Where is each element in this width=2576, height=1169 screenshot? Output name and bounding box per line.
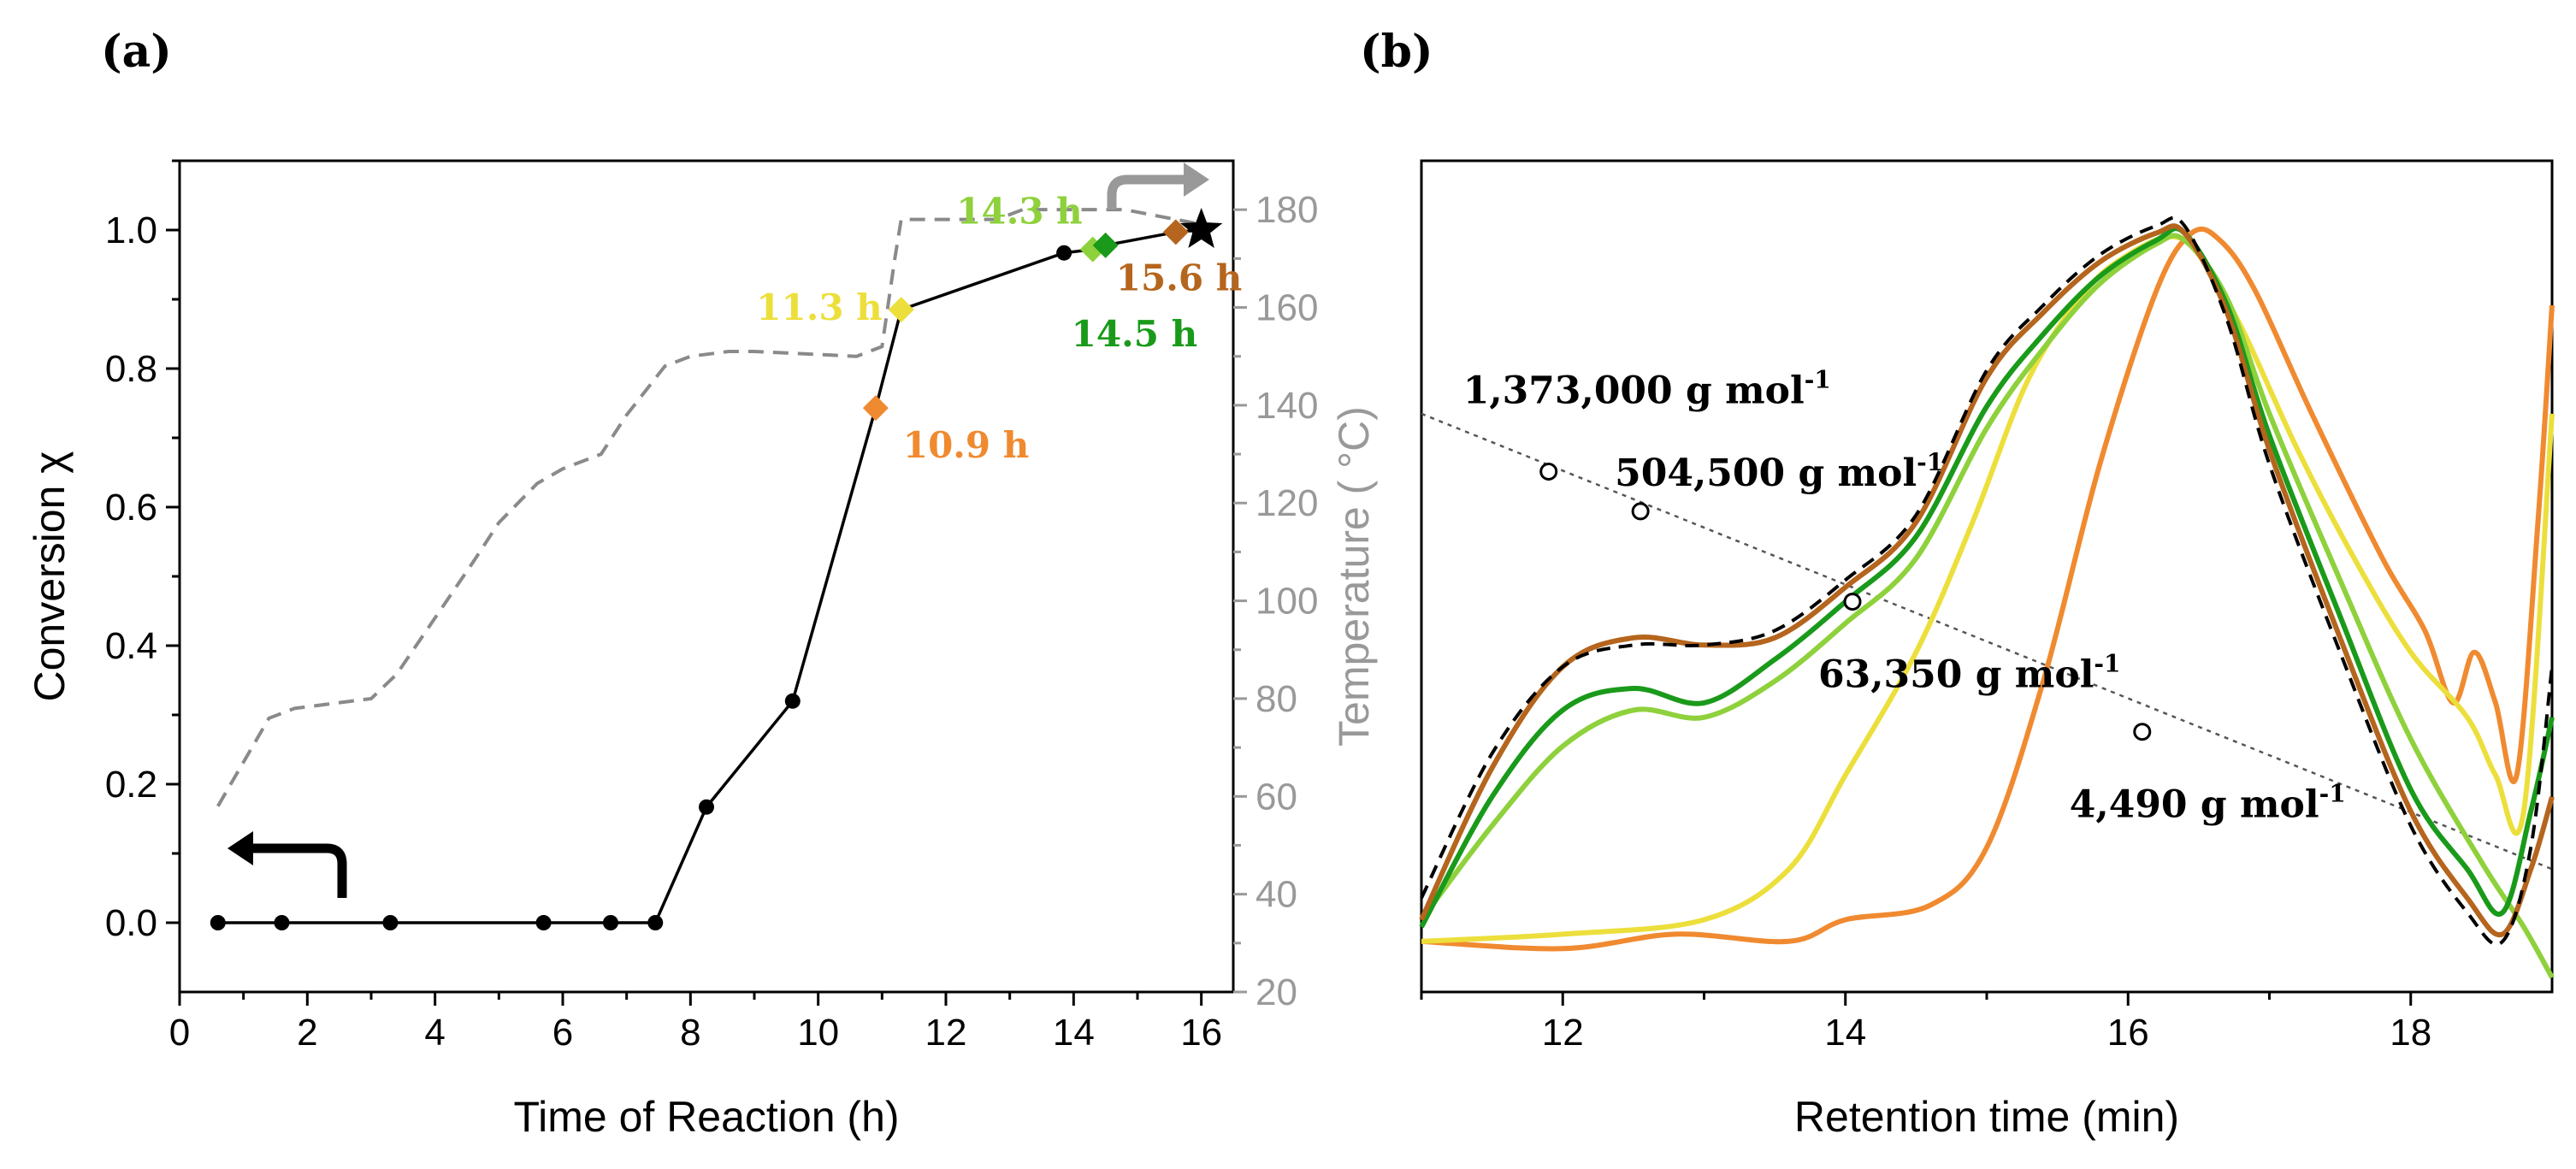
milestone-label: 15.6 h <box>1116 257 1242 298</box>
panel-a-label: (a) <box>101 26 172 78</box>
conversion-point <box>647 915 664 930</box>
chart-b-xtick-label: 16 <box>2107 1012 2149 1054</box>
gpc-trace-10-9-h <box>1421 226 2555 952</box>
milestone-label: 14.5 h <box>1072 313 1197 355</box>
chart-a-xtick-label: 10 <box>797 1012 839 1054</box>
chart-a-y2tick-label: 180 <box>1256 189 1318 231</box>
chart-a-y2tick-label: 120 <box>1256 482 1318 524</box>
chart-a-xtick-label: 0 <box>169 1012 190 1054</box>
chart-a-ytick-label: 0.2 <box>105 764 157 806</box>
chart-a-y2tick-label: 60 <box>1256 776 1297 818</box>
chart-a-xtick-label: 2 <box>297 1012 317 1054</box>
calibration-label: 63,350 g mol-1 <box>1818 650 2121 697</box>
milestone-label: 11.3 h <box>756 286 882 328</box>
calibration-label-main: 63,350 g mol <box>1818 653 2094 697</box>
chart-b-xlabel: Retention time (min) <box>1794 1093 2179 1141</box>
conversion-point <box>699 799 714 815</box>
gpc-trace-11-3-h <box>1421 233 2555 944</box>
left-arrow-head <box>227 831 253 865</box>
chart-a-y2tick-label: 20 <box>1256 971 1297 1013</box>
conversion-point <box>784 693 801 709</box>
conversion-point <box>274 915 290 930</box>
conversion-point <box>382 915 399 930</box>
chart-a-y2tick-label: 100 <box>1256 581 1318 623</box>
chart-a-y2label: Temperature ( °C) <box>1330 406 1378 747</box>
chart-b-frame <box>1420 159 2554 994</box>
calibration-label: 504,500 g mol-1 <box>1615 448 1943 495</box>
calibration-label-main: 504,500 g mol <box>1615 452 1917 495</box>
chart-a-xtick-label: 14 <box>1053 1012 1095 1054</box>
conversion-point <box>1056 245 1072 261</box>
milestone-marker <box>888 297 914 323</box>
calibration-label-sup: -1 <box>2319 780 2346 808</box>
left-arrow-icon <box>241 843 347 898</box>
milestone-marker <box>1092 232 1119 258</box>
calibration-point <box>1539 462 1558 481</box>
chart-b-xtick-label: 18 <box>2390 1012 2431 1054</box>
conversion-point <box>210 915 226 930</box>
gpc-trace-14-3-h <box>1419 233 2555 979</box>
gpc-trace-16-h <box>1420 215 2554 947</box>
gpc-trace-15-6-h <box>1419 223 2555 938</box>
chart-a-ytick-label: 0.0 <box>105 902 157 944</box>
chart-a-y2tick-label: 160 <box>1256 287 1318 329</box>
chart-a-ytick-label: 0.6 <box>105 487 157 528</box>
milestone-marker <box>862 395 889 422</box>
calibration-label: 4,490 g mol-1 <box>2070 780 2346 827</box>
chart-a-y2tick-label: 140 <box>1256 385 1318 427</box>
calibration-label-main: 4,490 g mol <box>2070 783 2319 827</box>
right-arrow-head <box>1184 162 1209 197</box>
chart-b-xtick-label: 12 <box>1542 1012 1584 1054</box>
chart-a-ytick-label: 1.0 <box>105 210 157 251</box>
chart-a-xtick-label: 16 <box>1180 1012 1222 1054</box>
temperature-line <box>216 208 1202 807</box>
chart-a-ylabel: Conversion χ <box>26 451 74 701</box>
calibration-label-sup: -1 <box>1917 448 1943 476</box>
chart-a: 0 2 4 6 8 10 12 14 16 0.0 0.2 0.4 0.6 0.8 1.0 20 40 60 80 1… <box>26 159 1378 1141</box>
chart-a-y2tick-label: 80 <box>1256 678 1297 720</box>
chart-a-ytick-label: 0.8 <box>105 348 157 390</box>
chart-b-xtick-label: 14 <box>1824 1012 1866 1054</box>
gpc-trace-14-5-h <box>1419 226 2555 929</box>
calibration-label-sup: -1 <box>2094 650 2120 678</box>
calibration-point <box>1631 502 1650 521</box>
chart-a-xtick-label: 6 <box>552 1012 573 1054</box>
conversion-point <box>603 915 618 930</box>
panel-b-label: (b) <box>1360 26 1433 78</box>
calibration-point <box>1843 593 1862 611</box>
calibration-label-sup: -1 <box>1805 365 1831 393</box>
chart-a-y2tick-label: 40 <box>1256 874 1297 916</box>
chart-a-xlabel: Time of Reaction (h) <box>513 1093 899 1141</box>
conversion-line <box>217 228 1202 924</box>
final-star-marker <box>1179 208 1223 248</box>
milestone-label: 10.9 h <box>903 424 1029 466</box>
chart-a-xtick-label: 8 <box>680 1012 700 1054</box>
chart-a-xtick-label: 12 <box>925 1012 967 1054</box>
milestone-marker <box>1162 219 1189 245</box>
chart-a-ytick-label: 0.4 <box>105 625 157 667</box>
right-arrow-icon <box>1107 174 1194 210</box>
calibration-point <box>2133 723 2152 741</box>
chart-a-xtick-label: 4 <box>424 1012 445 1054</box>
calibration-label-main: 1,373,000 g mol <box>1463 369 1805 412</box>
milestone-label: 14.3 h <box>956 191 1082 233</box>
calibration-label: 1,373,000 g mol-1 <box>1463 365 1831 412</box>
conversion-point <box>535 915 552 930</box>
